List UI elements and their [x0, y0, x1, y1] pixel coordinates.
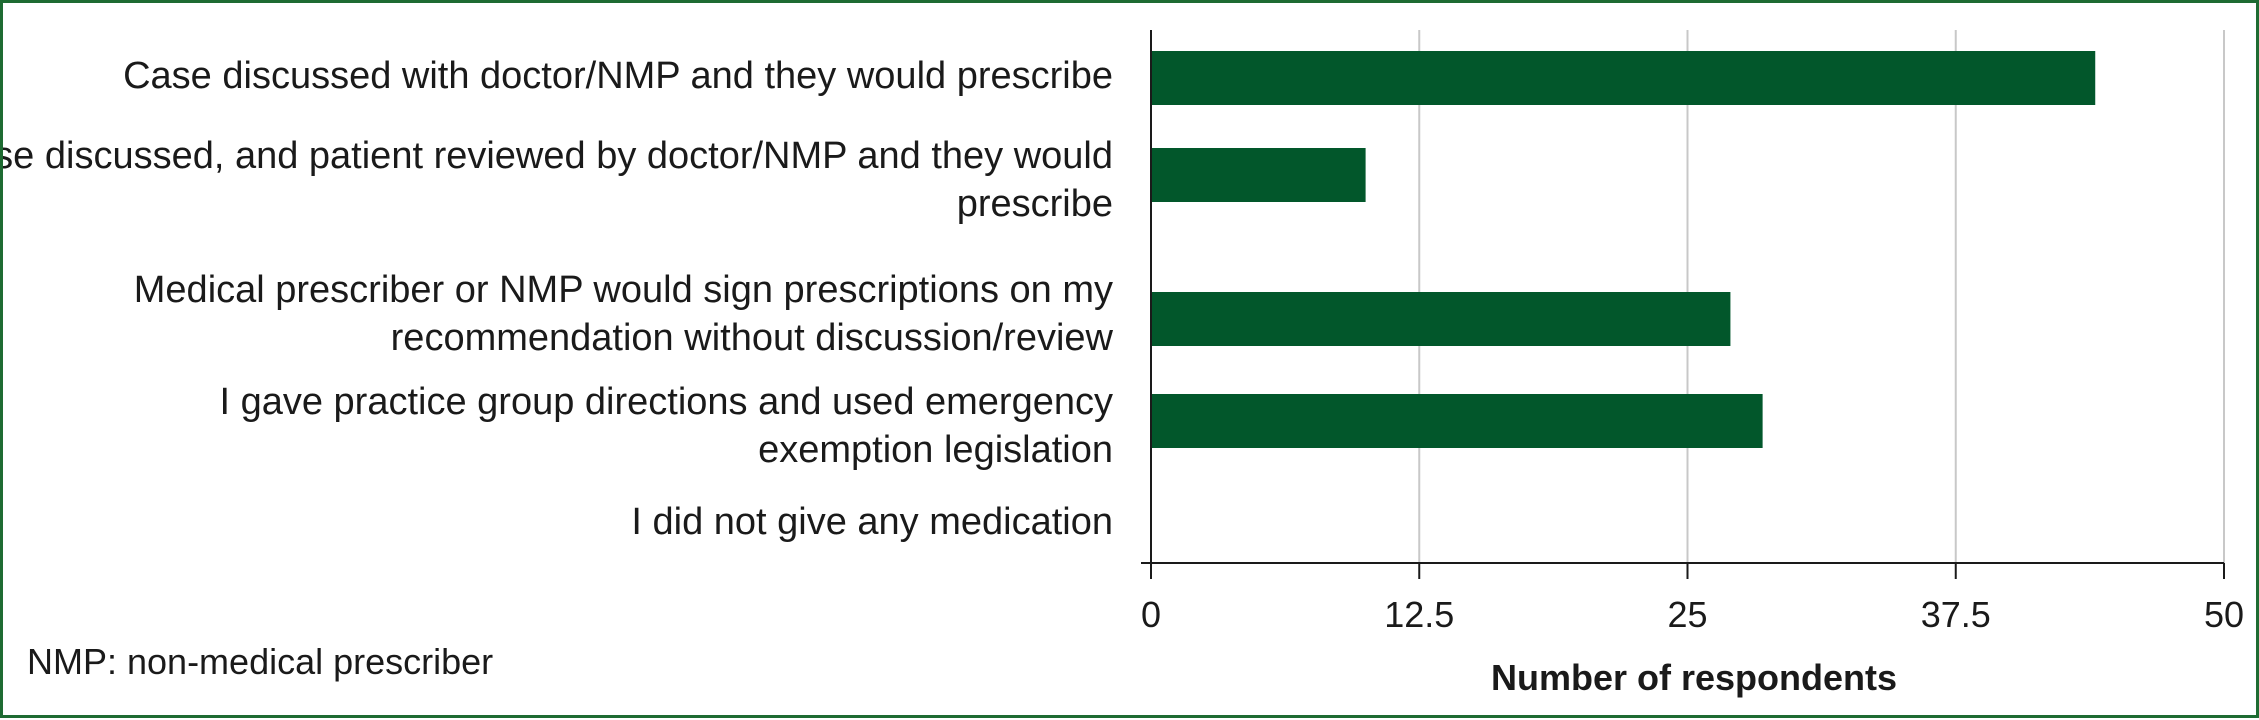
category-label: Case discussed, and patient reviewed by … [3, 135, 1113, 177]
bar [1151, 292, 1731, 346]
bar [1151, 148, 1366, 202]
bars [1151, 51, 2096, 448]
category-label: prescribe [957, 183, 1113, 225]
category-label: I gave practice group directions and use… [219, 381, 1113, 423]
category-label: exemption legislation [758, 429, 1113, 471]
x-tick-label: 25 [1667, 594, 1707, 635]
x-tick-label: 50 [2204, 594, 2244, 635]
category-label: I did not give any medication [631, 501, 1113, 543]
category-label: Case discussed with doctor/NMP and they … [123, 55, 1113, 97]
footnote: NMP: non-medical prescriber [27, 641, 493, 682]
x-tick-label: 0 [1141, 594, 1161, 635]
category-label: Medical prescriber or NMP would sign pre… [134, 269, 1113, 311]
bar [1151, 394, 1763, 448]
bar-chart: 0 12.5 25 37.5 50 Case discussed with doctor… [0, 30, 2244, 698]
x-axis-title: Number of respondents [1491, 657, 1897, 698]
x-tick-label: 12.5 [1384, 594, 1454, 635]
category-label: recommendation without discussion/review [391, 317, 1114, 359]
x-axis: 0 12.5 25 37.5 50 [1141, 30, 2244, 635]
category-labels: Case discussed with doctor/NMP and they … [0, 55, 1114, 543]
bar [1151, 51, 2096, 105]
x-tick-label: 37.5 [1921, 594, 1991, 635]
